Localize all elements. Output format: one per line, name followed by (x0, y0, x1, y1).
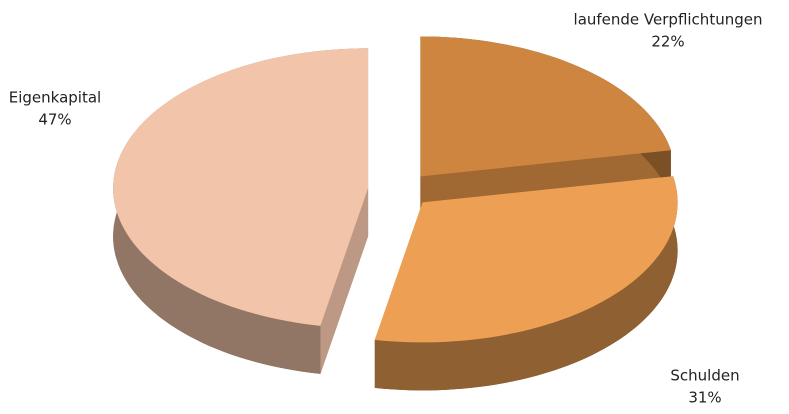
slice-label-value: 22% (651, 33, 684, 51)
slice-label-name: Schulden (670, 367, 739, 385)
pie-slice (113, 48, 369, 374)
pie-slice (374, 176, 678, 391)
slice-top (374, 176, 678, 343)
slice-label-value: 47% (38, 111, 71, 129)
slice-label-value: 31% (688, 389, 721, 407)
slice-cut-face (320, 188, 369, 374)
slice-wall (374, 176, 678, 391)
slice-label-name: Eigenkapital (9, 89, 101, 107)
slice-top (420, 36, 671, 177)
slice-label-name: laufende Verpflichtungen (574, 11, 763, 29)
slice-top (113, 48, 369, 326)
